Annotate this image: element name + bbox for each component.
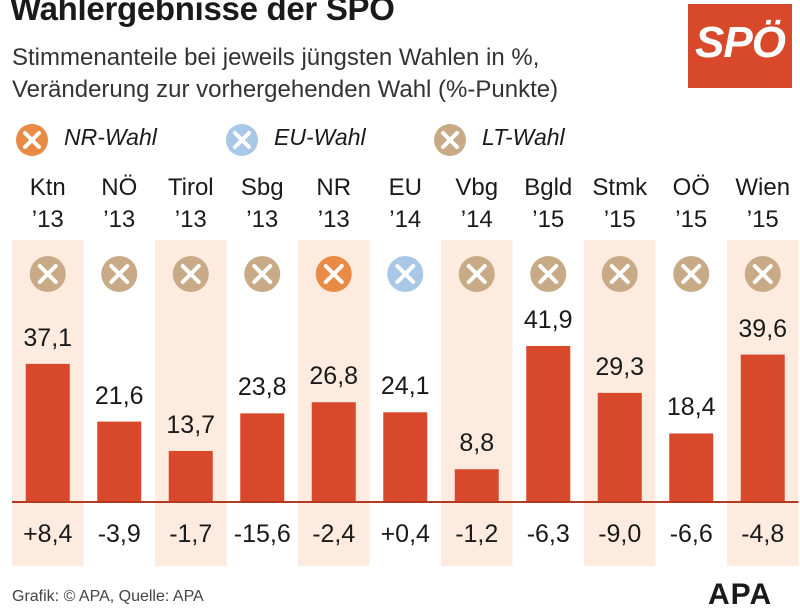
chart-subtitle-line-2: Veränderung zur vorhergehenden Wahl (%-P… <box>12 76 559 103</box>
value-label: 29,3 <box>595 352 645 381</box>
bar-nr <box>311 402 356 502</box>
category-year-label: ’15 <box>603 206 636 233</box>
change-label: -15,6 <box>233 520 291 548</box>
election-type-x-circle-icon <box>530 256 567 292</box>
legend-label-eu: EU-Wahl <box>274 124 366 150</box>
category-label: EU <box>388 174 422 201</box>
value-label: 24,1 <box>380 372 430 401</box>
column-band <box>441 240 513 566</box>
change-label: -6,3 <box>526 520 570 548</box>
change-label: +0,4 <box>380 520 430 548</box>
category-year-label: ’13 <box>31 206 64 233</box>
spoe-logo: SPÖ <box>688 4 792 88</box>
change-label: -6,6 <box>669 520 713 548</box>
election-type-x-circle-icon <box>244 256 281 292</box>
category-label: Sbg <box>240 174 284 201</box>
legend-label-nr: NR-Wahl <box>64 124 157 150</box>
election-type-x-circle-icon <box>387 256 424 292</box>
category-year-label: ’13 <box>317 206 350 233</box>
bar-vbg <box>454 469 499 502</box>
legend-eu-x-circle-icon <box>226 124 258 156</box>
category-label: Wien <box>735 174 791 201</box>
bar-sbg <box>240 413 285 502</box>
election-type-x-circle-icon <box>101 256 138 292</box>
change-label: -9,0 <box>598 520 642 548</box>
value-label: 37,1 <box>23 323 73 352</box>
change-label: -4,8 <box>741 520 785 548</box>
election-type-x-circle-icon <box>315 256 352 292</box>
apa-logo: APA <box>708 578 773 611</box>
value-label: 39,6 <box>738 314 788 343</box>
category-year-label: ’15 <box>675 206 708 233</box>
category-year-label: ’15 <box>532 206 565 233</box>
change-label: -3,9 <box>97 520 141 548</box>
category-year-label: ’14 <box>460 206 493 233</box>
value-label: 21,6 <box>94 381 144 410</box>
change-label: -1,2 <box>455 520 499 548</box>
value-label: 26,8 <box>309 362 359 391</box>
category-label: NR <box>316 174 352 201</box>
election-type-x-circle-icon <box>172 256 209 292</box>
bar-nö <box>97 421 142 502</box>
value-label: 18,4 <box>666 393 716 422</box>
change-label: +8,4 <box>23 520 73 548</box>
value-label: 13,7 <box>166 410 216 439</box>
legend-label-lt: LT-Wahl <box>482 124 565 150</box>
category-label: Ktn <box>29 174 66 201</box>
bar-tirol <box>168 450 213 502</box>
category-year-label: ’13 <box>103 206 136 233</box>
category-label: OÖ <box>672 174 710 201</box>
chart-title: Wahlergebnisse der SPÖ <box>10 0 395 27</box>
value-label: 41,9 <box>523 306 573 334</box>
bar-ktn <box>25 363 70 502</box>
bar-oö <box>669 433 714 502</box>
category-year-label: ’15 <box>746 206 779 233</box>
bar-stmk <box>597 392 642 502</box>
source-note: Grafik: © APA, Quelle: APA <box>12 588 204 605</box>
election-type-x-circle-icon <box>458 256 495 292</box>
value-label: 23,8 <box>237 373 287 402</box>
election-type-x-circle-icon <box>29 256 66 292</box>
value-label: 8,8 <box>459 429 495 458</box>
bar-wien <box>740 354 785 502</box>
chart-subtitle-line-1: Stimmenanteile bei jeweils jüngsten Wahl… <box>12 44 540 71</box>
category-label: Stmk <box>592 174 648 201</box>
legend-nr-x-circle-icon <box>16 124 48 156</box>
bar-bgld <box>526 346 571 502</box>
category-year-label: ’14 <box>389 206 422 233</box>
column-band <box>155 240 227 566</box>
change-label: -1,7 <box>169 520 213 548</box>
category-label: NÖ <box>101 174 138 201</box>
category-label: Tirol <box>167 174 214 201</box>
legend-lt-x-circle-icon <box>434 124 466 156</box>
category-label: Vbg <box>455 174 499 201</box>
change-label: -2,4 <box>312 520 356 548</box>
spoe-logo-text: SPÖ <box>695 18 786 67</box>
category-year-label: ’13 <box>246 206 279 233</box>
election-type-x-circle-icon <box>744 256 781 292</box>
election-type-x-circle-icon <box>601 256 638 292</box>
election-type-x-circle-icon <box>673 256 710 292</box>
category-year-label: ’13 <box>174 206 207 233</box>
category-label: Bgld <box>524 174 573 201</box>
bar-eu <box>383 412 428 502</box>
